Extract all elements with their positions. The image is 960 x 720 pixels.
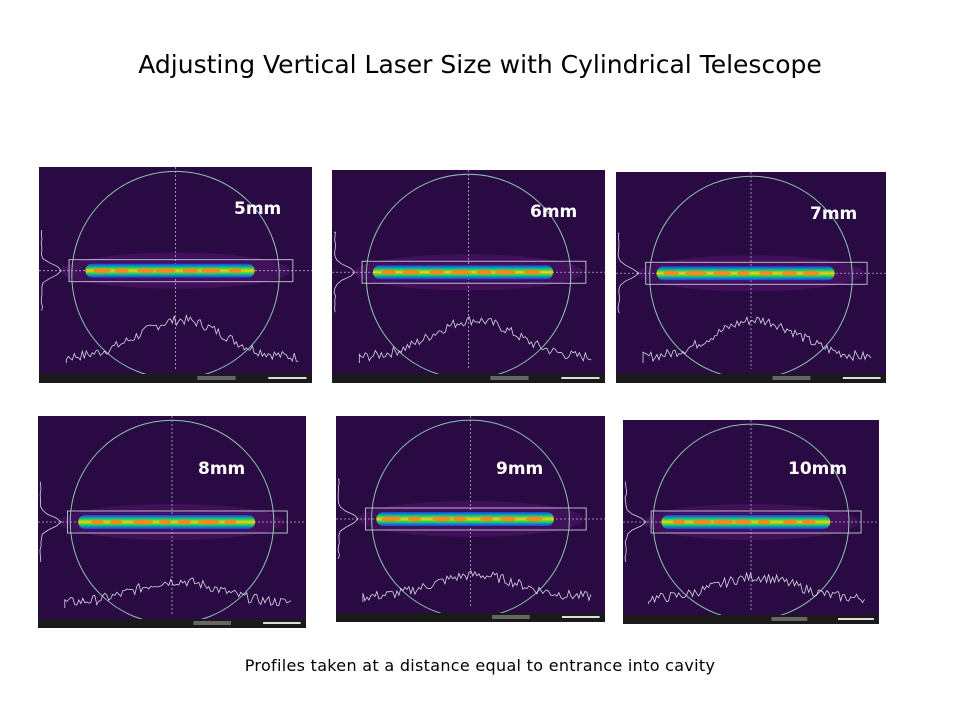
beam-profile-panel-6mm: 6mm	[332, 170, 605, 383]
beam-size-label: 7mm	[810, 204, 858, 224]
status-readout	[492, 615, 530, 619]
beam-hotspot	[781, 270, 798, 276]
beam-hotspot	[90, 519, 104, 525]
beam-hotspot	[672, 519, 686, 525]
beam-hotspot	[132, 519, 154, 525]
beam-hotspot	[200, 268, 221, 274]
status-readout	[490, 376, 529, 380]
status-readout	[771, 617, 808, 621]
status-slider	[263, 622, 301, 624]
beam-hotspot	[428, 269, 445, 275]
beam-hotspot	[499, 516, 516, 522]
beam-size-label: 6mm	[530, 202, 578, 222]
slide-title: Adjusting Vertical Laser Size with Cylin…	[138, 50, 822, 79]
vertical-profile-trace	[40, 230, 62, 311]
beam-profile-image	[616, 172, 886, 383]
beam-profile-panel-8mm: 8mm	[38, 416, 306, 628]
beam-profile-image	[336, 416, 605, 622]
horizontal-profile-trace	[362, 570, 592, 602]
horizontal-profile-trace	[64, 577, 292, 608]
beam-size-label: 8mm	[198, 459, 246, 479]
roi-box	[67, 510, 288, 534]
beam-hotspot	[407, 516, 422, 522]
beam-size-label: 9mm	[496, 459, 544, 479]
beam-hotspot	[802, 270, 820, 276]
beam-hotspot	[479, 516, 494, 522]
vertical-profile-trace	[617, 232, 640, 314]
beam-hotspot	[757, 519, 771, 525]
beam-hotspot	[663, 270, 679, 276]
horizontal-profile-trace	[642, 316, 872, 363]
horizontal-profile-trace	[358, 316, 592, 363]
beam-hotspot	[450, 269, 472, 275]
beam-profile-panel-9mm: 9mm	[336, 416, 605, 622]
status-slider	[561, 377, 600, 379]
status-slider	[268, 377, 307, 379]
beam-hotspot	[182, 268, 199, 274]
beam-hotspot	[712, 270, 732, 276]
slide-caption: Profiles taken at a distance equal to en…	[244, 656, 716, 675]
beam-hotspot	[381, 516, 401, 522]
beam-profile-image	[623, 420, 879, 624]
vertical-profile-trace	[624, 481, 647, 563]
beam-hotspot	[801, 519, 816, 525]
status-slider	[842, 377, 881, 379]
beam-hotspot	[494, 269, 516, 275]
status-slider	[838, 618, 874, 620]
status-readout	[193, 621, 231, 625]
beam-profile-panel-10mm: 10mm	[623, 420, 879, 624]
beam-hotspot	[114, 268, 129, 274]
beam-hotspot	[523, 269, 541, 275]
beam-hotspot	[712, 519, 734, 525]
status-bar	[38, 619, 306, 628]
status-bar	[332, 374, 605, 383]
beam-size-label: 5mm	[234, 199, 282, 219]
beam-hotspot	[737, 270, 750, 276]
status-bar	[39, 374, 312, 383]
beam-hotspot	[452, 516, 467, 522]
beam-hotspot	[525, 516, 544, 522]
beam-hotspot	[692, 519, 712, 525]
roi-box	[68, 259, 294, 283]
beam-hotspot	[177, 519, 192, 525]
beam-hotspot	[380, 269, 397, 275]
beam-hotspot	[224, 519, 237, 525]
beam-hotspot	[159, 519, 172, 525]
beam-hotspot	[228, 268, 242, 274]
beam-profile-panel-7mm: 7mm	[616, 172, 886, 383]
beam-hotspot	[685, 270, 707, 276]
beam-size-label: 10mm	[788, 459, 848, 479]
roi-box	[645, 261, 868, 285]
beam-profile-image	[39, 167, 312, 383]
status-bar	[336, 613, 605, 622]
beam-hotspot	[137, 268, 155, 274]
beam-hotspot	[782, 519, 798, 525]
status-slider	[561, 616, 600, 618]
beam-hotspot	[155, 268, 176, 274]
beam-hotspot	[401, 269, 420, 275]
status-readout	[772, 376, 811, 380]
roi-box	[365, 507, 587, 531]
status-readout	[197, 376, 236, 380]
beam-hotspot	[198, 519, 221, 525]
beam-hotspot	[476, 269, 493, 275]
vertical-profile-trace	[333, 231, 356, 313]
beam-hotspot	[93, 268, 111, 274]
status-bar	[616, 374, 886, 383]
vertical-profile-trace	[39, 481, 62, 563]
beam-hotspot	[759, 270, 773, 276]
vertical-profile-trace	[337, 478, 359, 560]
beam-hotspot	[110, 519, 123, 525]
roi-box	[650, 510, 862, 534]
beam-hotspot	[734, 519, 752, 525]
beam-profile-image	[332, 170, 605, 383]
beam-profile-panel-5mm: 5mm	[39, 167, 312, 383]
roi-box	[361, 260, 587, 284]
horizontal-profile-trace	[65, 313, 299, 363]
horizontal-profile-trace	[648, 571, 865, 604]
beam-hotspot	[432, 516, 451, 522]
beam-profile-image	[38, 416, 306, 628]
status-bar	[623, 615, 879, 624]
